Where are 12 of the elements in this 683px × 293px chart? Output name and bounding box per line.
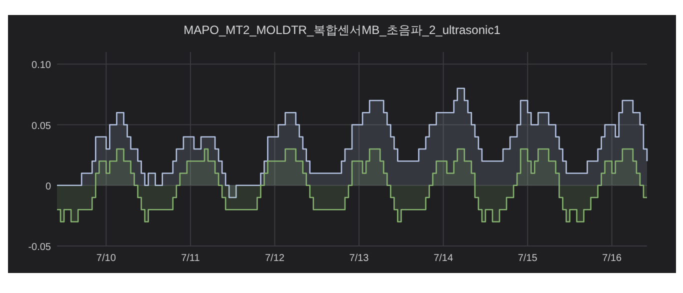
x-tick-label: 7/12 (265, 253, 285, 264)
x-tick-label: 7/16 (602, 253, 622, 264)
x-tick-label: 7/10 (96, 253, 116, 264)
y-tick-label: 0 (45, 181, 52, 192)
y-tick-label: 0.05 (32, 120, 52, 132)
x-tick-label: 7/15 (518, 253, 538, 264)
y-tick-label: 0.10 (32, 60, 52, 72)
chart-title: MAPO_MT2_MOLDTR_복합센서MB_초음파_2_ultrasonic1 (184, 23, 501, 37)
x-tick-label: 7/13 (349, 253, 370, 264)
y-tick-label: -0.05 (28, 242, 52, 253)
x-tick-label: 7/14 (434, 253, 454, 264)
x-tick-label: 7/11 (181, 253, 200, 264)
